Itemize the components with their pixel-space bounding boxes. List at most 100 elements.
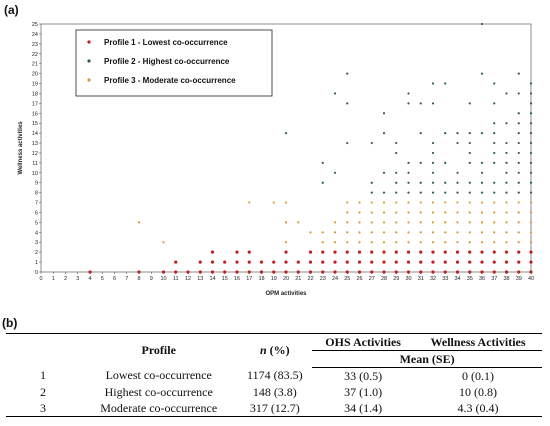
data-point <box>444 231 447 234</box>
data-point <box>529 181 533 184</box>
data-point <box>505 171 508 174</box>
data-point <box>493 141 496 145</box>
data-point <box>308 270 313 274</box>
legend-label: Profile 2 - Highest co-occurrence <box>104 57 230 66</box>
data-point <box>529 102 533 105</box>
data-point <box>407 161 410 164</box>
data-point <box>529 221 533 224</box>
data-point <box>505 161 508 164</box>
data-point <box>517 122 520 125</box>
data-point <box>321 260 325 264</box>
data-point <box>444 161 447 164</box>
data-point <box>407 181 410 184</box>
y-tick-label: 7 <box>35 201 38 207</box>
row-ohs: 34 (1.4) <box>312 400 415 417</box>
row-profile: Lowest co-occurrence <box>105 368 212 383</box>
panel-b-label: (b) <box>2 316 18 330</box>
x-tick-label: 7 <box>125 276 128 282</box>
data-point <box>382 250 386 254</box>
data-point <box>455 260 460 264</box>
data-point <box>370 241 373 244</box>
data-point <box>346 72 349 75</box>
data-point <box>468 132 471 135</box>
data-point <box>455 270 460 274</box>
data-point <box>357 260 362 264</box>
y-tick-label: 8 <box>35 191 38 197</box>
data-point <box>493 161 496 164</box>
ohs-activities-header: OHS Activities <box>312 333 415 351</box>
data-point <box>419 191 422 194</box>
data-point <box>505 122 508 125</box>
data-point <box>137 221 141 224</box>
data-point <box>493 181 496 184</box>
data-point <box>493 102 496 105</box>
legend-label: Profile 1 - Lowest co-occurrence <box>104 38 228 47</box>
data-point <box>297 221 300 224</box>
data-point <box>468 102 471 105</box>
y-tick-label: 0 <box>35 270 38 276</box>
data-point <box>406 270 411 274</box>
row-n: 1174 (83.5) <box>247 368 303 383</box>
data-point <box>431 260 435 264</box>
data-point <box>468 141 471 145</box>
data-point <box>493 211 496 214</box>
data-point <box>161 270 166 274</box>
data-point <box>468 221 471 224</box>
data-point <box>456 211 459 214</box>
data-point <box>284 260 288 264</box>
data-point <box>419 270 423 274</box>
data-point <box>529 231 533 234</box>
data-point <box>235 270 239 274</box>
x-tick-label: 38 <box>503 276 509 282</box>
data-point <box>321 250 325 254</box>
data-point <box>419 231 422 234</box>
data-point <box>419 201 422 204</box>
data-point <box>174 270 178 274</box>
data-point <box>370 141 373 145</box>
data-point <box>419 241 422 244</box>
data-point <box>333 241 337 244</box>
data-point <box>431 161 435 164</box>
data-point <box>321 161 324 164</box>
data-point <box>517 221 520 224</box>
data-point <box>394 270 398 274</box>
data-point <box>346 102 349 105</box>
data-point <box>419 161 422 164</box>
n-percent-header: n (%) <box>237 333 313 368</box>
data-point <box>419 250 423 254</box>
data-point <box>333 270 337 274</box>
data-point <box>443 250 447 254</box>
data-point <box>529 122 533 125</box>
data-point <box>444 221 447 224</box>
data-point <box>443 260 447 264</box>
data-point <box>431 221 435 224</box>
row-ohs: 37 (1.0) <box>344 384 383 399</box>
data-point <box>504 250 509 254</box>
data-point <box>493 191 496 194</box>
y-tick-label: 16 <box>32 111 38 117</box>
x-tick-label: 10 <box>160 276 166 282</box>
data-point <box>296 270 300 274</box>
data-point <box>407 191 410 194</box>
row-wellness: 0 (0.1) <box>462 368 495 383</box>
data-point <box>529 132 533 135</box>
n-percent-suffix: (%) <box>269 343 290 358</box>
data-point <box>529 112 533 115</box>
n-symbol: n <box>259 343 267 358</box>
x-tick-label: 5 <box>101 276 104 282</box>
x-tick-label: 0 <box>39 276 42 282</box>
data-point <box>431 151 435 155</box>
data-point <box>198 260 202 264</box>
data-point <box>529 171 533 174</box>
x-tick-label: 19 <box>271 276 277 282</box>
data-point <box>529 201 533 204</box>
data-point <box>284 270 288 274</box>
data-point <box>358 221 361 224</box>
data-point <box>395 151 398 155</box>
data-point <box>456 132 459 135</box>
data-point <box>480 171 484 174</box>
data-point <box>419 260 423 264</box>
data-point <box>321 241 324 244</box>
wellness-activities-header: Wellness Activities <box>414 333 542 351</box>
y-tick-label: 14 <box>32 131 38 137</box>
